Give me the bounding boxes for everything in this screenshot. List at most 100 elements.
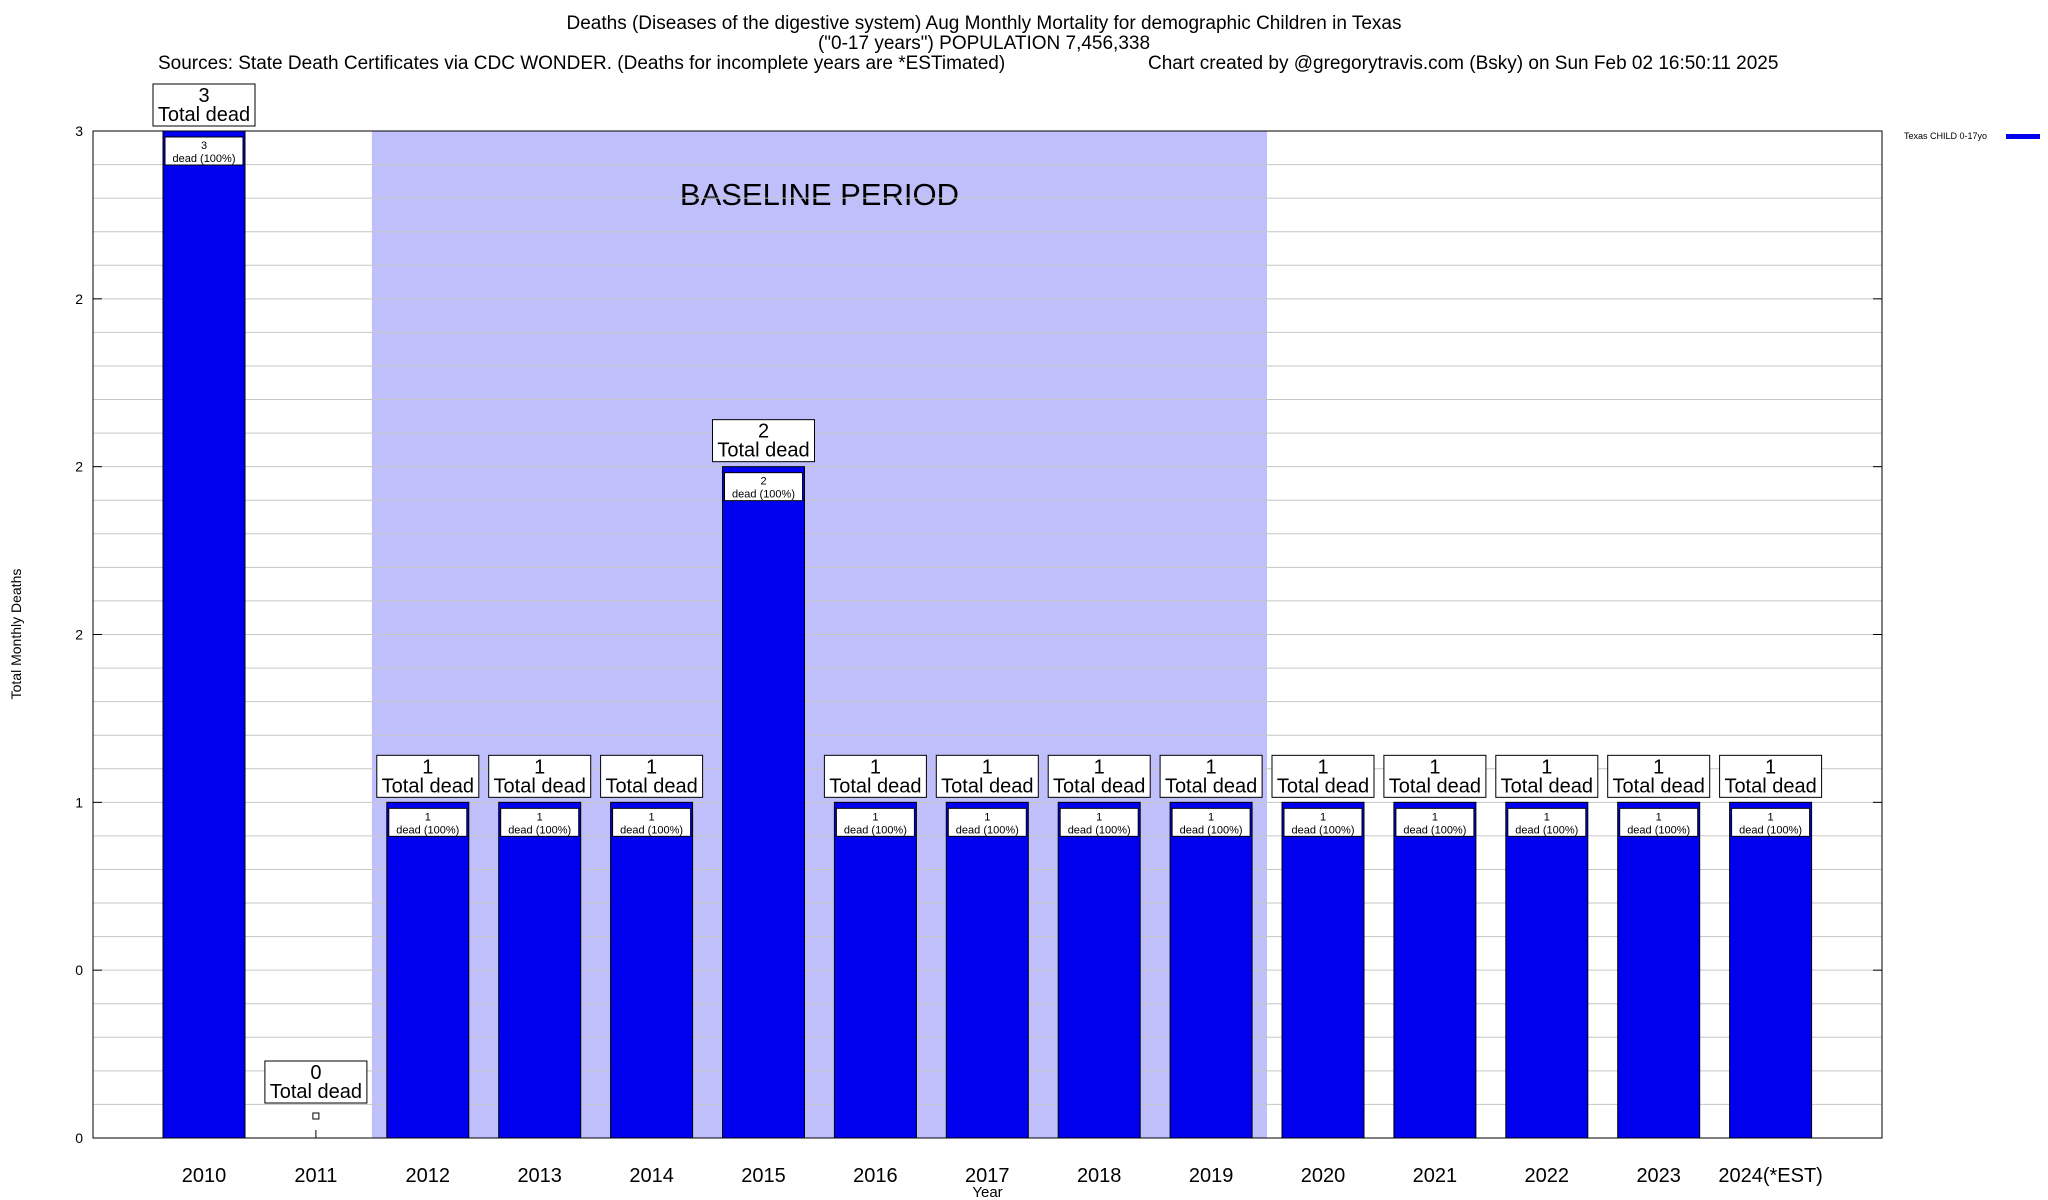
bar-total-label-value: 1 xyxy=(422,756,433,778)
bar-total-label-value: 1 xyxy=(1094,756,1105,778)
bar-total-label-box xyxy=(712,419,815,463)
bar-total-label-value: 0 xyxy=(310,1062,321,1084)
bar-total-label-value: 1 xyxy=(1429,756,1440,778)
bar xyxy=(722,466,805,1139)
bar-inner-label-box xyxy=(612,807,692,837)
x-tick-label: 2018 xyxy=(1077,1165,1122,1187)
x-tick-label: 2021 xyxy=(1413,1165,1458,1187)
bar-total-label-text: Total dead xyxy=(1165,775,1257,797)
bar-total-label-text: Total dead xyxy=(382,775,474,797)
bar-total-label-value: 1 xyxy=(1206,756,1217,778)
bar-inner-label-text: dead (100%) xyxy=(1739,824,1802,836)
bar-total-label-text: Total dead xyxy=(605,775,697,797)
bar xyxy=(1393,801,1477,1139)
bar-inner-label-value: 1 xyxy=(1544,811,1550,823)
bar-inner-label-box xyxy=(1283,807,1363,837)
bar xyxy=(1169,801,1253,1139)
bar-inner-label-box xyxy=(1395,807,1475,837)
legend-swatch xyxy=(2006,134,2040,139)
bar xyxy=(1505,801,1589,1139)
bar-total-label-value: 1 xyxy=(870,756,881,778)
bar-total-label-text: Total dead xyxy=(941,775,1033,797)
x-tick-label: 2014 xyxy=(629,1165,674,1187)
bar-total-label-value: 2 xyxy=(758,421,769,443)
x-tick-label: 2012 xyxy=(406,1165,451,1187)
bar-inner-label-value: 2 xyxy=(760,476,766,488)
bar-inner-label-text: dead (100%) xyxy=(1292,824,1355,836)
bar-inner-label-box xyxy=(1059,807,1139,837)
bar-inner-label-box xyxy=(835,807,915,837)
bar-inner-label-value: 1 xyxy=(1096,811,1102,823)
bar xyxy=(162,130,246,1139)
bar-total-label-value: 1 xyxy=(982,756,993,778)
bar-total-label-box xyxy=(152,83,256,127)
bar-inner-label-value: 1 xyxy=(537,811,543,823)
bar-total-label-box xyxy=(1607,754,1711,798)
y-tick-label: 0 xyxy=(75,1130,83,1146)
bar-total-label-box xyxy=(264,1060,368,1104)
x-tick-label: 2022 xyxy=(1525,1165,1570,1187)
bar-inner-label-value: 1 xyxy=(1768,811,1774,823)
y-axis-label: Total Monthly Deaths xyxy=(8,568,24,700)
bar xyxy=(1057,801,1141,1139)
chart-credit: Chart created by @gregorytravis.com (Bsk… xyxy=(1148,53,1779,74)
y-tick-label: 0 xyxy=(75,962,83,978)
bar xyxy=(1281,801,1365,1139)
bar-total-label-box xyxy=(1383,754,1487,798)
baseline-label: BASELINE PERIOD xyxy=(680,177,959,212)
bar-inner-label-text: dead (100%) xyxy=(1515,824,1578,836)
bar-inner-label-box xyxy=(388,807,468,837)
bar-total-label-text: Total dead xyxy=(270,1081,362,1103)
bar-inner-label-value: 3 xyxy=(201,140,207,152)
bar-inner-label-text: dead (100%) xyxy=(1403,824,1466,836)
bar-total-label-text: Total dead xyxy=(1613,775,1705,797)
bar-total-label-value: 3 xyxy=(198,85,209,107)
bar-total-label-box xyxy=(488,754,592,798)
bar-inner-label-text: dead (100%) xyxy=(1068,824,1131,836)
bar-total-label-box xyxy=(1719,754,1823,798)
bar-total-label-value: 1 xyxy=(1653,756,1664,778)
bar-inner-label-box xyxy=(1619,807,1699,837)
x-tick-label: 2013 xyxy=(517,1165,562,1187)
y-tick-label: 2 xyxy=(75,627,83,643)
bar-inner-label-box xyxy=(1171,807,1251,837)
x-tick-label: 2019 xyxy=(1189,1165,1234,1187)
bar-inner-label-text: dead (100%) xyxy=(1627,824,1690,836)
bar-total-label-text: Total dead xyxy=(717,440,809,462)
bar xyxy=(833,801,917,1139)
bar xyxy=(945,801,1029,1139)
bar-inner-label-text: dead (100%) xyxy=(173,153,236,165)
bar xyxy=(610,801,694,1139)
bar-inner-label-text: dead (100%) xyxy=(1180,824,1243,836)
bar-total-label-value: 1 xyxy=(1317,756,1328,778)
bar-inner-label-value: 1 xyxy=(984,811,990,823)
bar-inner-label-box xyxy=(1507,807,1587,837)
bar-total-label-value: 1 xyxy=(646,756,657,778)
y-tick-label: 1 xyxy=(75,794,83,810)
chart-title-line1: Deaths (Diseases of the digestive system… xyxy=(566,13,1402,34)
bar-total-label-text: Total dead xyxy=(1724,775,1816,797)
bar-inner-label-text: dead (100%) xyxy=(396,824,459,836)
y-tick-label: 2 xyxy=(75,459,83,475)
bar-inner-label-value: 1 xyxy=(1320,811,1326,823)
bar-zero-marker xyxy=(312,1112,320,1120)
bar-inner-label-value: 1 xyxy=(1432,811,1438,823)
bar-total-label-box xyxy=(600,754,704,798)
bar-total-label-text: Total dead xyxy=(1277,775,1369,797)
x-tick-label: 2017 xyxy=(965,1165,1010,1187)
x-tick-label: 2015 xyxy=(741,1165,786,1187)
bar-total-label-box xyxy=(1047,754,1151,798)
bar-total-label-box xyxy=(376,754,480,798)
bar xyxy=(1729,801,1813,1139)
bar-inner-label-value: 1 xyxy=(649,811,655,823)
bar-inner-label-text: dead (100%) xyxy=(956,824,1019,836)
bar-total-label-box xyxy=(1159,754,1263,798)
chart-sources: Sources: State Death Certificates via CD… xyxy=(158,53,1006,74)
bar-total-label-text: Total dead xyxy=(158,104,250,126)
bar-total-label-box xyxy=(935,754,1039,798)
bar xyxy=(498,801,582,1139)
bar-inner-label-text: dead (100%) xyxy=(732,489,795,501)
x-axis-label: Year xyxy=(972,1184,1002,1200)
x-tick-label: 2016 xyxy=(853,1165,898,1187)
